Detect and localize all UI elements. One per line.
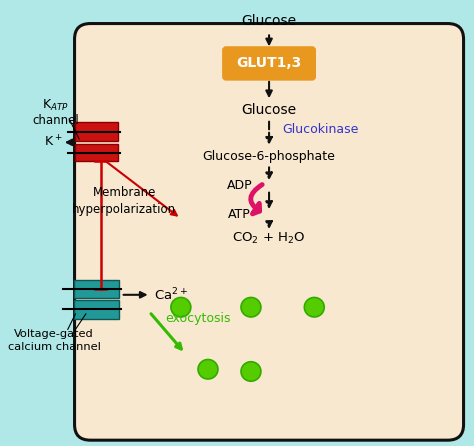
Text: channel: channel [32,114,79,127]
Text: Ca$^{2+}$: Ca$^{2+}$ [154,286,188,303]
Circle shape [241,297,261,317]
Text: exocytosis: exocytosis [165,312,230,325]
FancyBboxPatch shape [74,24,464,440]
FancyArrowPatch shape [251,185,262,214]
Bar [75,144,118,161]
Text: Glucokinase: Glucokinase [283,124,359,136]
Circle shape [304,297,324,317]
Bar [73,280,119,298]
Text: Membrane
hyperpolarization: Membrane hyperpolarization [72,186,176,216]
Text: Voltage-gated
calcium channel: Voltage-gated calcium channel [8,329,100,351]
Text: K$^+$: K$^+$ [44,135,62,150]
Text: Glucose: Glucose [241,14,297,29]
Text: Glucose: Glucose [241,103,297,117]
Text: CO$_2$ + H$_2$O: CO$_2$ + H$_2$O [232,231,306,246]
Circle shape [198,359,218,379]
Text: ADP: ADP [227,179,253,192]
Text: Glucose-6-phosphate: Glucose-6-phosphate [202,150,336,163]
Bar [75,122,118,141]
Text: GLUT1,3: GLUT1,3 [237,57,301,70]
Text: ATP: ATP [228,208,251,221]
Bar [73,300,119,319]
Circle shape [241,362,261,381]
Text: K$_{ATP}$: K$_{ATP}$ [42,98,69,113]
FancyBboxPatch shape [223,47,315,79]
Circle shape [171,297,191,317]
